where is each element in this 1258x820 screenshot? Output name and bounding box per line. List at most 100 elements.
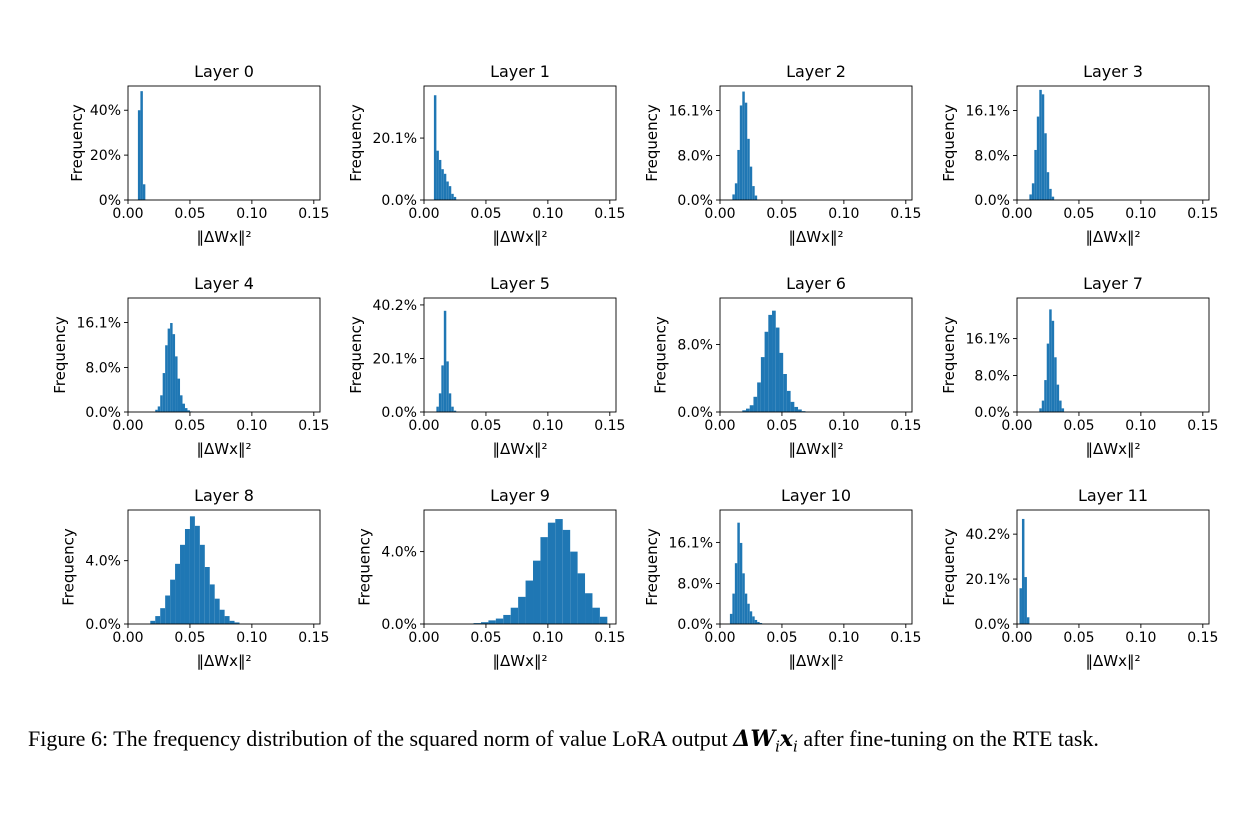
x-tick-label: 0.15 xyxy=(298,418,329,434)
x-tick-label: 0.05 xyxy=(766,206,797,222)
x-tick-label: 0.15 xyxy=(890,206,921,222)
subplot-title: Layer 3 xyxy=(1083,62,1143,81)
y-axis-label: Frequency xyxy=(68,104,86,182)
histogram-bar xyxy=(739,542,743,624)
histogram-bar xyxy=(764,331,769,412)
histogram-bar xyxy=(742,573,745,624)
histogram-bar xyxy=(433,95,437,200)
x-tick-label: 0.05 xyxy=(470,206,501,222)
x-tick-label: 0.00 xyxy=(112,206,143,222)
histogram-bar xyxy=(749,405,754,412)
x-tick-label: 0.00 xyxy=(704,418,735,434)
histogram-bar xyxy=(760,357,765,412)
y-tick-label: 16.1% xyxy=(669,103,713,119)
histogram-bar xyxy=(436,406,439,412)
histogram-bar xyxy=(448,186,452,200)
histogram-bar xyxy=(157,406,161,412)
y-tick-label: 16.1% xyxy=(669,535,713,551)
histogram-bar xyxy=(441,365,444,412)
subplot-layer-5: 0.00 0.05 0.10 0.15 0.0% 20.1% 40.2% Layer 5 ‖ΔW… xyxy=(347,274,625,458)
x-tick-label: 0.10 xyxy=(236,630,267,646)
y-tick-label: 16.1% xyxy=(77,315,121,331)
axes-frame xyxy=(1016,85,1210,201)
y-tick-label: 4.0% xyxy=(381,545,417,561)
histogram-bar xyxy=(172,334,176,412)
x-tick-label: 0.10 xyxy=(828,630,859,646)
histogram-bar xyxy=(757,382,761,412)
x-tick-label: 0.15 xyxy=(1187,206,1218,222)
y-axis-label: Frequency xyxy=(356,528,374,606)
histogram-bar xyxy=(488,620,496,624)
subplot-layer-4: 0.00 0.05 0.10 0.15 0.0% 8.0% 16.1% Layer 4 ‖ΔWx… xyxy=(51,274,329,458)
histogram-bar xyxy=(1051,320,1055,412)
histogram-bar xyxy=(742,410,747,412)
histogram-bar xyxy=(199,544,205,624)
histogram-bar xyxy=(155,409,158,412)
histogram-bar xyxy=(562,529,571,624)
histogram-bar xyxy=(749,166,753,200)
subplot-title: Layer 1 xyxy=(490,62,550,81)
histogram-bar xyxy=(798,409,802,412)
x-tick-label: 0.05 xyxy=(766,418,797,434)
histogram-bar xyxy=(473,623,481,624)
histogram-bar xyxy=(1031,183,1035,200)
x-tick-label: 0.00 xyxy=(704,630,735,646)
y-axis-label: Frequency xyxy=(643,528,661,606)
histogram-bar xyxy=(747,138,750,200)
histogram-bar xyxy=(540,537,548,624)
histogram-bar xyxy=(446,181,449,200)
subplot-layer-2: 0.00 0.05 0.10 0.15 0.0% 8.0% 16.1% Layer 2 ‖ΔWx… xyxy=(643,62,921,246)
axes-frame xyxy=(719,85,913,201)
x-tick-label: 0.10 xyxy=(828,206,859,222)
x-axis-label: ‖ΔWx‖² xyxy=(493,228,548,246)
histogram-bar xyxy=(1039,89,1042,200)
subplot-layer-7: 0.00 0.05 0.10 0.15 0.0% 8.0% 16.1% Layer 7 ‖ΔWx… xyxy=(940,274,1218,458)
histogram-bar xyxy=(175,356,178,412)
x-tick-label: 0.05 xyxy=(1063,630,1094,646)
subplot-title: Layer 2 xyxy=(786,62,846,81)
x-tick-label: 0.10 xyxy=(532,206,563,222)
histogram-bar xyxy=(753,396,758,412)
histogram-bar xyxy=(194,525,200,624)
subplot-layer-10: 0.00 0.05 0.10 0.15 0.0% 8.0% 16.1% Layer 10 ‖ΔW… xyxy=(643,486,921,670)
x-tick-label: 0.00 xyxy=(1001,206,1032,222)
y-tick-label: 0.0% xyxy=(974,617,1010,633)
histogram-bar xyxy=(739,105,743,200)
x-tick-label: 0.00 xyxy=(112,418,143,434)
histogram-bar xyxy=(570,551,578,624)
histogram-bar xyxy=(1049,188,1052,200)
y-tick-label: 8.0% xyxy=(85,361,121,377)
y-tick-label: 0.0% xyxy=(381,405,417,421)
x-tick-label: 0.15 xyxy=(594,206,625,222)
axes-frame xyxy=(423,297,617,413)
histogram-bar xyxy=(182,403,185,412)
histogram-bar xyxy=(1049,309,1052,412)
histogram-bar xyxy=(224,616,230,624)
histogram-bar xyxy=(443,310,447,412)
histogram-bar xyxy=(184,408,188,412)
histogram-bar xyxy=(436,150,439,200)
histogram-bar xyxy=(754,619,758,624)
histogram-bar xyxy=(1041,94,1045,200)
histogram-bar xyxy=(453,196,457,200)
x-tick-label: 0.15 xyxy=(594,630,625,646)
histogram-bar xyxy=(737,149,740,200)
subplot-layer-8: 0.00 0.05 0.10 0.15 0.0% 4.0% Layer 8 ‖ΔWx‖² Fre… xyxy=(60,486,330,670)
axes-frame xyxy=(423,509,617,625)
y-axis-label: Frequency xyxy=(940,528,958,606)
histogram-bar xyxy=(165,595,171,624)
histogram-bar xyxy=(752,616,755,624)
y-tick-label: 40.2% xyxy=(966,527,1010,543)
histogram-bar xyxy=(577,573,586,624)
histogram-bar xyxy=(734,183,738,200)
axes-frame xyxy=(127,509,321,625)
histogram-bar xyxy=(184,529,190,624)
histogram-bar xyxy=(775,327,780,412)
histogram-bar xyxy=(165,345,168,412)
y-tick-label: 0.0% xyxy=(677,405,713,421)
subplot-layer-0: 0.00 0.05 0.10 0.15 0% 20% 40% Layer 0 ‖ΔWx‖² Fre… xyxy=(68,62,329,246)
x-axis-label: ‖ΔWx‖² xyxy=(1086,228,1141,246)
y-tick-label: 0.0% xyxy=(381,193,417,209)
x-tick-label: 0.15 xyxy=(594,418,625,434)
histogram-bar xyxy=(438,159,442,200)
